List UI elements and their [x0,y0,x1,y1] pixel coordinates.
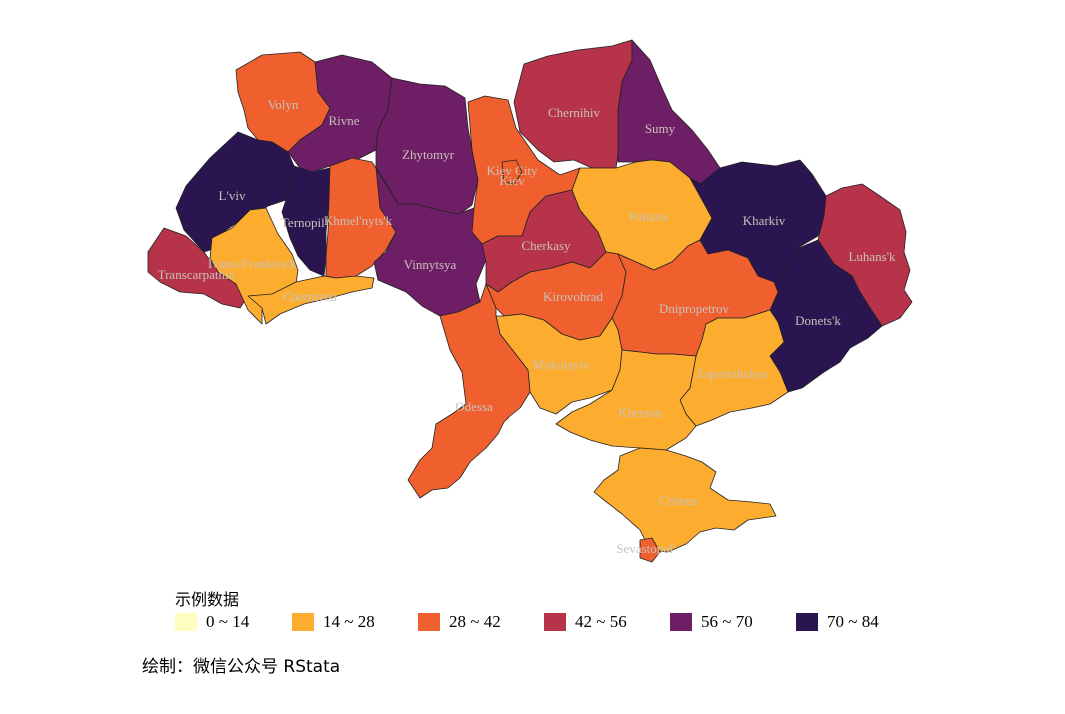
region-label: Donets'k [795,313,841,328]
legend-label-6: 70 ~ 84 [827,612,879,631]
region-label: Poltava [629,209,668,224]
legend-swatch-5 [670,613,692,631]
region-label: Transcarpathia [158,267,235,282]
region-odessa [407,283,531,499]
legend-item-1: 0 ~ 14 [175,611,249,633]
legend-label-2: 14 ~ 28 [323,612,375,631]
region-label: L'viv [219,188,246,203]
region-label: Chernivtsi [283,289,338,304]
caption: 绘制：微信公众号 RStata [142,657,341,677]
regions-layer [147,39,913,563]
legend-swatch-1 [175,613,197,631]
legend-item-4: 42 ~ 56 [544,611,627,633]
region-crimea [593,447,777,553]
legend-label-4: 42 ~ 56 [575,612,627,631]
region-label: Dnipropetrov [659,301,730,316]
region-label: Mykolayiv [532,357,590,372]
region-label: Khmel'nyts'k [324,213,393,228]
legend-title: 示例数据 [175,590,240,609]
region-label: Chernihiv [548,105,600,120]
legend-swatch-3 [418,613,440,631]
legend-item-3: 28 ~ 42 [418,611,501,633]
legend-label-3: 28 ~ 42 [449,612,501,631]
legend-label-5: 56 ~ 70 [701,612,753,631]
region-label: Kherson [618,405,663,420]
legend-swatch-2 [292,613,314,631]
region-label: Kirovohrad [543,289,603,304]
region-label: Rivne [328,113,359,128]
region-label: Zhytomyr [402,147,455,162]
region-label: Cherkasy [521,238,571,253]
region-label: Sumy [645,121,676,136]
region-label: Kiev City [487,163,538,178]
region-label: Odessa [455,399,493,414]
legend-label-1: 0 ~ 14 [206,612,250,631]
region-label: Zaporizhzhya [696,366,768,381]
region-label: Luhans'k [848,249,896,264]
region-sevastopol- [639,537,661,563]
legend-item-2: 14 ~ 28 [292,611,375,633]
region-label: Crimea [659,493,697,508]
region-kiev-city [501,159,523,185]
region-label: Ivano-Frankivs'k [208,256,297,271]
region-label: Vinnytsya [404,257,457,272]
region-label: Sevastopol' [616,541,675,556]
region-label: Kiev [499,173,525,188]
legend-item-5: 56 ~ 70 [670,611,753,633]
legend-item-6: 70 ~ 84 [796,611,879,633]
region-label: Kharkiv [743,213,786,228]
legend-swatch-6 [796,613,818,631]
region-chernivtsi [247,275,375,325]
region-label: Volyn [268,97,299,112]
region-label: Ternopil' [281,215,327,230]
legend-swatch-4 [544,613,566,631]
